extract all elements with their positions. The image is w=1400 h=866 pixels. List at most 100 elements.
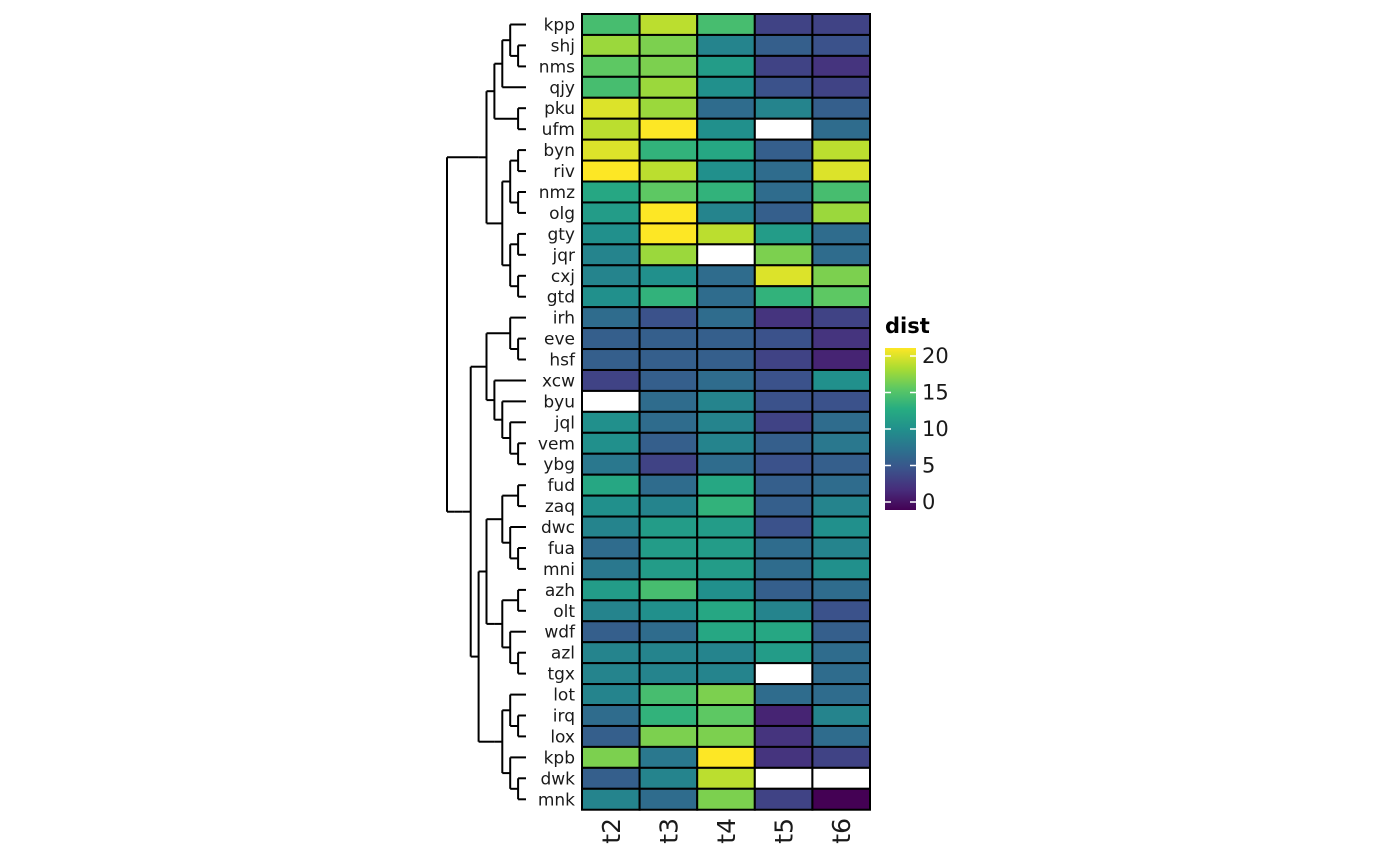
heatmap-cell xyxy=(638,766,699,790)
heatmap-cell xyxy=(581,431,641,455)
heatmap-cell xyxy=(638,578,699,602)
heatmap-cell xyxy=(811,704,872,727)
heatmap-cell xyxy=(696,578,756,602)
heatmap-cell xyxy=(581,494,641,518)
heatmap-cell xyxy=(696,494,756,518)
heatmap-cell xyxy=(581,620,641,644)
row-label: ufm xyxy=(542,120,575,140)
heatmap-cell xyxy=(811,327,872,351)
heatmap-cell xyxy=(811,724,872,748)
heatmap-cell xyxy=(638,787,699,811)
row-label: wdf xyxy=(544,623,576,643)
heatmap-cell xyxy=(696,222,756,246)
row-label: azl xyxy=(551,644,575,664)
row-label: fua xyxy=(548,539,575,559)
heatmap-tiles xyxy=(581,13,872,811)
row-label: eve xyxy=(544,330,575,350)
heatmap-cell xyxy=(696,201,756,225)
row-label: cxj xyxy=(551,267,575,287)
heatmap-cell xyxy=(638,33,699,57)
heatmap-cell xyxy=(753,368,814,392)
row-label: hsf xyxy=(549,351,576,371)
heatmap-cell xyxy=(581,222,641,246)
heatmap-cell xyxy=(811,431,872,455)
heatmap-cell xyxy=(753,306,814,330)
heatmap-cell xyxy=(638,515,699,539)
heatmap-cell xyxy=(581,683,641,707)
heatmap-cell xyxy=(811,620,872,644)
legend-ticks: 0 5 10 15 20 xyxy=(885,344,949,514)
heatmap-cell xyxy=(696,704,756,727)
heatmap-cell xyxy=(811,306,872,330)
heatmap-cell xyxy=(811,766,872,790)
heatmap-cell xyxy=(581,201,641,225)
heatmap-cell xyxy=(753,327,814,351)
heatmap-cell xyxy=(753,787,814,811)
row-label: byu xyxy=(543,392,575,412)
heatmap-cell xyxy=(581,578,641,602)
row-label: pku xyxy=(544,99,575,119)
heatmap-cell xyxy=(811,662,872,686)
row-dendrogram xyxy=(446,23,526,801)
heatmap-cell xyxy=(638,75,699,99)
heatmap-cell xyxy=(581,180,641,204)
heatmap-cell xyxy=(581,662,641,686)
row-label: irq xyxy=(553,706,575,726)
heatmap-cell xyxy=(696,159,756,183)
heatmap-cell xyxy=(753,96,814,120)
row-label: dwc xyxy=(541,518,575,538)
row-label: dwk xyxy=(540,769,575,789)
heatmap-cell xyxy=(638,452,699,476)
heatmap-cell xyxy=(638,704,699,727)
column-label: t6 xyxy=(827,818,856,844)
heatmap-cell xyxy=(696,431,756,455)
heatmap-cell xyxy=(638,494,699,518)
heatmap-cell xyxy=(811,13,872,36)
heatmap-cell xyxy=(753,557,814,581)
heatmap-cell xyxy=(811,54,872,78)
heatmap-cell xyxy=(638,745,699,769)
legend-tick-label: 20 xyxy=(922,344,949,368)
row-label: xcw xyxy=(542,371,575,391)
heatmap-cell xyxy=(696,787,756,811)
heatmap-cell xyxy=(811,75,872,99)
heatmap-cell xyxy=(696,327,756,351)
row-label: byn xyxy=(543,141,575,161)
heatmap-cell xyxy=(581,159,641,183)
heatmap-cell xyxy=(811,641,872,665)
heatmap-cell xyxy=(638,180,699,204)
column-labels: t2 t3 t4 t5 t6 xyxy=(597,818,856,844)
heatmap-cell xyxy=(581,766,641,790)
heatmap-cell xyxy=(753,431,814,455)
heatmap-cell xyxy=(753,620,814,644)
heatmap-cell xyxy=(811,683,872,707)
heatmap-cell xyxy=(696,264,756,288)
heatmap-cell xyxy=(696,515,756,539)
heatmap-cell xyxy=(581,306,641,330)
heatmap-cell xyxy=(696,348,756,371)
heatmap-cell xyxy=(811,787,872,811)
row-label: gtd xyxy=(547,288,575,308)
heatmap-cell xyxy=(811,243,872,267)
heatmap-cell xyxy=(753,683,814,707)
heatmap-cell xyxy=(581,410,641,434)
heatmap-cell xyxy=(696,13,756,36)
heatmap-cell xyxy=(696,180,756,204)
legend-tick-label: 10 xyxy=(922,417,949,441)
heatmap-cell xyxy=(638,620,699,644)
row-label: lox xyxy=(550,727,575,747)
row-label: zaq xyxy=(545,497,575,517)
heatmap-cell xyxy=(638,536,699,560)
heatmap-cell xyxy=(696,285,756,309)
heatmap-cell xyxy=(696,243,756,267)
row-label: lot xyxy=(553,686,575,706)
heatmap-cell xyxy=(753,766,814,790)
row-label: gty xyxy=(547,225,575,245)
heatmap-cell xyxy=(811,599,872,623)
legend-tick-label: 15 xyxy=(922,381,949,405)
heatmap-cell xyxy=(753,285,814,309)
heatmap-cell xyxy=(581,452,641,476)
row-label: jqr xyxy=(551,246,575,266)
heatmap-cell xyxy=(811,557,872,581)
